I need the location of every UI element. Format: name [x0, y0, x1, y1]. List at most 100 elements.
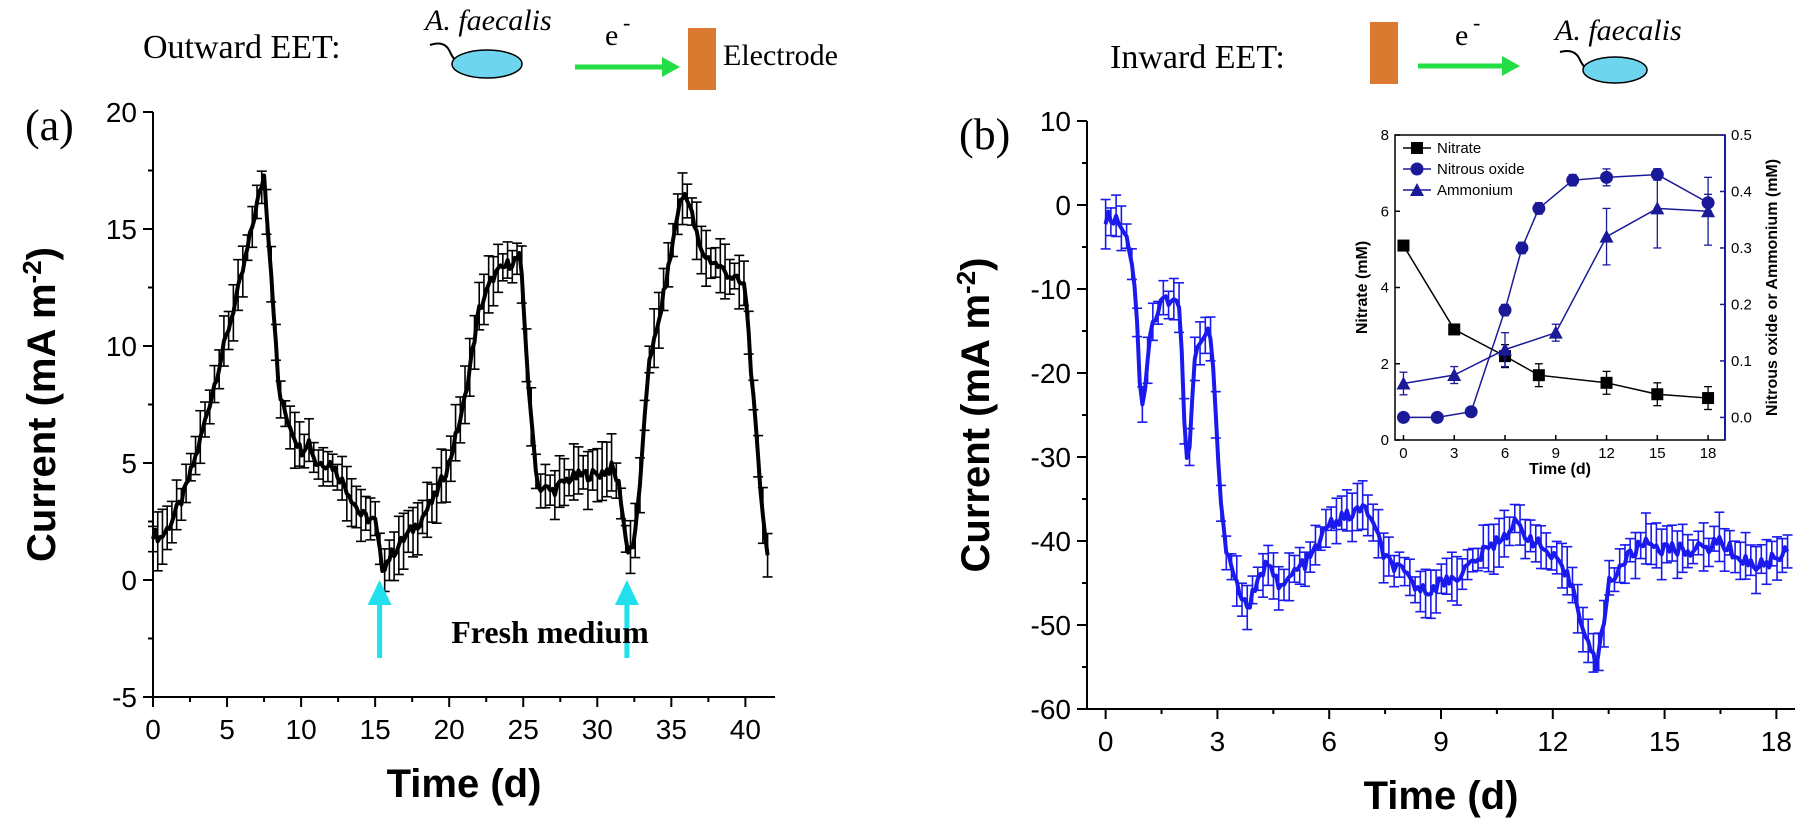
- inset-data-point: [1702, 392, 1715, 405]
- x-axis-label: Time (d): [1364, 774, 1519, 818]
- inset-data-point: [1515, 241, 1529, 255]
- bacterium-cell-icon-right: [1582, 56, 1648, 84]
- series-line: [1103, 209, 1790, 672]
- inset-legend-label: Nitrate: [1437, 140, 1481, 157]
- inset-data-point: [1498, 303, 1512, 317]
- x-tick-label: 3: [1210, 726, 1226, 757]
- inset-series-line: [1403, 173, 1709, 419]
- inset-data-point: [1548, 325, 1563, 339]
- inward-electron: e: [1455, 19, 1468, 52]
- inset-data-point: [1397, 239, 1410, 252]
- y-tick-label: 0: [1055, 190, 1071, 221]
- inset-x-tick-label: 12: [1598, 445, 1615, 462]
- error-bars: [148, 170, 773, 593]
- inset-data-point: [1600, 376, 1613, 389]
- x-tick-label: 12: [1537, 726, 1568, 757]
- panel-a: -5 0 5 10 15 20 0 5 10 15 20 25 30 35 40 Time (d) Curren…: [17, 97, 775, 806]
- inset-y2-axis-label: Nitrous oxide or Ammonium (mM): [1764, 159, 1781, 416]
- inset-y2-tick-label: 0.1: [1731, 353, 1752, 370]
- inset-data-point: [1532, 369, 1545, 382]
- inset-data-point: [1599, 229, 1614, 243]
- y-axis-label: Current (mA m-2): [17, 247, 64, 562]
- inset-legend-label: Nitrous oxide: [1437, 161, 1525, 178]
- y-tick-label: 5: [121, 448, 137, 479]
- fresh-medium-arrow-head-icon: [367, 580, 392, 605]
- inset-data-point: [1600, 170, 1614, 184]
- y-tick-label: -10: [1031, 274, 1071, 305]
- x-tick-label: 15: [360, 714, 391, 745]
- inset-legend-label: Ammonium: [1437, 182, 1513, 199]
- y-axis-label-end: ): [954, 258, 998, 271]
- inset-data-point: [1430, 410, 1444, 424]
- x-tick-label: 6: [1321, 726, 1337, 757]
- outward-target: Electrode: [723, 39, 838, 72]
- series-line: [151, 173, 770, 573]
- inward-arrow-head-icon: [1502, 56, 1520, 76]
- inset-y-tick-label: 4: [1381, 280, 1389, 297]
- inset-data-point: [1651, 388, 1664, 401]
- inset-frame: [1394, 134, 1726, 441]
- x-tick-label: 20: [434, 714, 465, 745]
- inset-data-point: [1396, 376, 1411, 390]
- inset-series-nitrate: [1397, 239, 1715, 411]
- inset-data-point: [1447, 368, 1462, 382]
- inset-y-tick-label: 2: [1381, 356, 1389, 373]
- inset-x-tick-label: 0: [1399, 445, 1407, 462]
- inset-x-tick-label: 6: [1501, 445, 1509, 462]
- x-tick-label: 18: [1761, 726, 1792, 757]
- outward-label: Outward EET:: [143, 29, 341, 66]
- y-tick-label: -20: [1031, 358, 1071, 389]
- inset-x-tick-label: 3: [1450, 445, 1458, 462]
- electrode-icon-right: [1370, 22, 1398, 84]
- outward-arrow-head-icon: [662, 57, 680, 77]
- y-tick-label: -60: [1031, 694, 1071, 725]
- x-axis-label: Time (d): [387, 762, 542, 806]
- inset-y2-tick-label: 0.3: [1731, 240, 1752, 257]
- inset-y2-tick-label: 0.0: [1731, 409, 1752, 426]
- fresh-medium-annotation: Fresh medium: [451, 614, 649, 650]
- y-tick-label: 20: [106, 97, 137, 128]
- outward-electron: e: [605, 19, 618, 52]
- inset-data-point: [1498, 342, 1512, 356]
- inset-x-tick-label: 15: [1649, 445, 1666, 462]
- inset-data-point: [1701, 204, 1716, 218]
- y-tick-label: 0: [121, 565, 137, 596]
- inset-x-axis-label: Time (d): [1529, 461, 1591, 478]
- inset-y2-tick-label: 0.5: [1731, 127, 1752, 144]
- panel-b-inset: 0 3 6 9 12 15 18 0 2 4 6 8 0.0 0.1 0.2 0.3 0.4 0.5 Time (d…: [1354, 127, 1781, 478]
- y-tick-label: 10: [1040, 106, 1071, 137]
- y-tick-label: 10: [106, 331, 137, 362]
- inset-series-ammonium: [1396, 168, 1716, 396]
- header-inward: Inward EET: e - A. faecalis: [1110, 10, 1682, 84]
- inset-data-point: [1566, 173, 1580, 187]
- y-tick-label: -50: [1031, 610, 1071, 641]
- x-tick-label: 25: [508, 714, 539, 745]
- y-axis-label-sup: -2: [951, 271, 981, 294]
- inset-legend-marker: [1410, 183, 1424, 196]
- outward-organism: A. faecalis: [423, 4, 552, 37]
- header-outward: Outward EET: A. faecalis e - Electrode: [143, 4, 838, 90]
- y-tick-label: -30: [1031, 442, 1071, 473]
- x-tick-label: 40: [730, 714, 761, 745]
- inset-data-point: [1396, 410, 1410, 424]
- fresh-medium-arrow-head-icon: [614, 580, 639, 605]
- inset-y2-tick-label: 0.4: [1731, 183, 1752, 200]
- bacterium-cell-icon: [451, 49, 523, 79]
- inset-y-tick-label: 8: [1381, 127, 1389, 144]
- inset-legend-marker: [1410, 162, 1424, 176]
- x-tick-label: 15: [1649, 726, 1680, 757]
- panel-label: (b): [959, 110, 1010, 159]
- x-tick-label: 0: [145, 714, 161, 745]
- inset-data-point: [1650, 201, 1665, 215]
- electrode-icon: [688, 28, 716, 90]
- x-tick-label: 5: [219, 714, 235, 745]
- x-tick-label: 0: [1098, 726, 1114, 757]
- y-tick-label: -5: [112, 682, 137, 713]
- inset-x-tick-label: 18: [1700, 445, 1717, 462]
- panel-label: (a): [25, 101, 74, 150]
- y-axis-label-end: ): [20, 247, 64, 260]
- inward-organism: A. faecalis: [1553, 14, 1682, 47]
